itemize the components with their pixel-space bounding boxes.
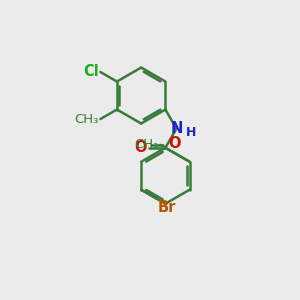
Text: Cl: Cl: [83, 64, 99, 80]
Text: N: N: [170, 121, 183, 136]
Text: CH₃: CH₃: [74, 112, 99, 126]
Text: Br: Br: [158, 200, 176, 215]
Text: CH₃: CH₃: [134, 138, 159, 151]
Text: O: O: [134, 140, 146, 155]
Text: O: O: [168, 136, 181, 152]
Text: H: H: [186, 126, 196, 139]
